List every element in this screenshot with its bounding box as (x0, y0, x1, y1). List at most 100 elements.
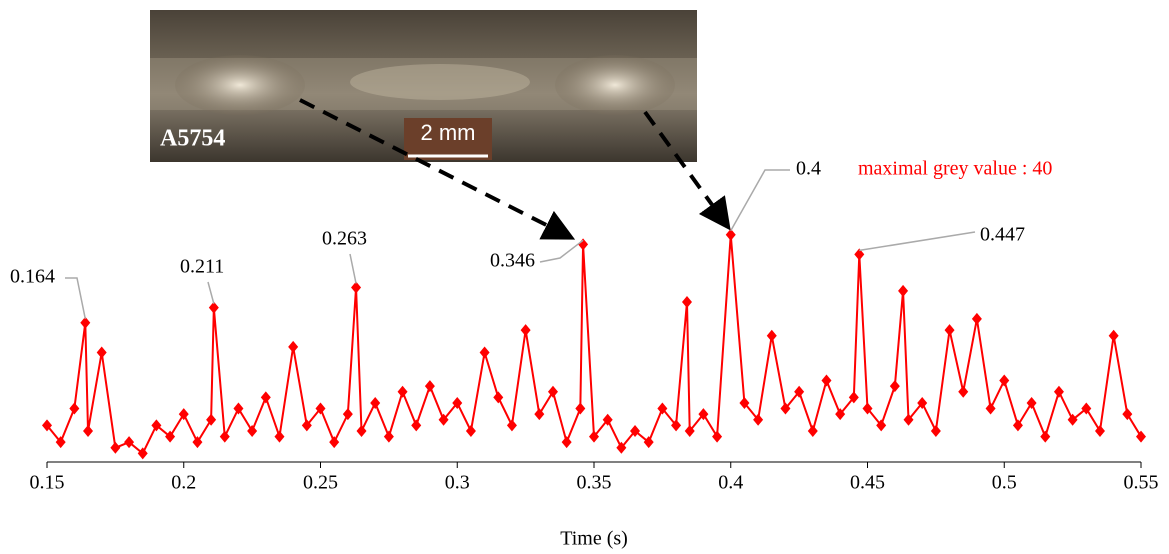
data-point (739, 396, 750, 409)
data-point (69, 402, 80, 415)
annotation: maximal grey value : 40 (858, 158, 1052, 180)
data-point (578, 238, 589, 251)
data-point (725, 228, 736, 241)
data-point (534, 408, 545, 421)
x-tick-label: 0.45 (850, 472, 885, 494)
data-point (561, 436, 572, 449)
leader-line (539, 239, 584, 263)
data-point (999, 374, 1010, 387)
data-point (137, 447, 148, 460)
data-point (329, 436, 340, 449)
leader-line (859, 231, 976, 252)
x-tick-label: 0.4 (718, 472, 743, 494)
data-point (589, 430, 599, 443)
x-tick-label: 0.35 (577, 472, 612, 494)
data-point (1067, 413, 1078, 426)
data-point (835, 408, 846, 421)
data-point (383, 430, 394, 443)
data-point (493, 391, 504, 404)
data-point (753, 413, 764, 426)
data-point (898, 284, 909, 297)
data-point (1026, 396, 1037, 409)
x-axis-label: Time (s) (560, 528, 628, 550)
data-point (1094, 424, 1105, 437)
data-point (821, 374, 832, 387)
data-point (192, 436, 203, 449)
data-point (274, 430, 285, 443)
x-tick-label: 0.55 (1124, 472, 1159, 494)
data-point (55, 436, 66, 449)
data-point (288, 340, 299, 353)
data-point (110, 441, 121, 454)
x-tick-label: 0.15 (30, 472, 65, 494)
data-point (854, 248, 865, 261)
data-point (1053, 385, 1064, 398)
data-point (958, 385, 969, 398)
data-point (780, 402, 791, 415)
data-point (424, 380, 435, 393)
data-point (96, 346, 107, 359)
data-point (370, 396, 381, 409)
data-point (671, 419, 682, 432)
data-point (889, 380, 900, 393)
data-point (930, 424, 941, 437)
scale-bar-label: 2 mm (421, 120, 476, 145)
data-point (794, 385, 805, 398)
data-point (520, 324, 531, 337)
data-point (301, 419, 312, 432)
data-point (712, 430, 723, 443)
data-point (151, 419, 162, 432)
x-tick-label: 0.5 (992, 472, 1017, 494)
data-point (985, 402, 996, 415)
data-point (643, 436, 654, 449)
data-point (247, 424, 258, 437)
data-point (124, 436, 135, 449)
data-point (684, 424, 695, 437)
arrow (643, 110, 731, 231)
data-point (862, 402, 873, 415)
data-point (42, 419, 52, 432)
data-point (208, 301, 219, 314)
data-point (681, 296, 692, 309)
data-line (46, 234, 1142, 455)
data-point (342, 408, 353, 421)
data-point (1136, 430, 1146, 443)
data-point (80, 316, 91, 329)
data-point (657, 402, 668, 415)
leader-line (65, 277, 87, 319)
peak-label: 0.211 (180, 256, 224, 278)
data-point (83, 424, 94, 437)
data-point (1108, 329, 1119, 342)
data-point (616, 441, 627, 454)
leader-line (207, 281, 215, 304)
data-point (547, 385, 558, 398)
data-point (1012, 419, 1023, 432)
weld-photo (150, 10, 697, 162)
data-point (575, 402, 586, 415)
peak-label: 0.346 (490, 250, 535, 272)
data-point (219, 430, 230, 443)
data-point (438, 413, 449, 426)
data-point (903, 413, 914, 426)
x-tick-label: 0.2 (171, 472, 196, 494)
data-point (178, 408, 189, 421)
data-point (452, 396, 463, 409)
inset-label: A5754 (160, 126, 225, 152)
x-tick-label: 0.3 (445, 472, 470, 494)
data-point (1122, 408, 1133, 421)
data-point (766, 329, 777, 342)
data-point (479, 346, 490, 359)
data-point (356, 424, 367, 437)
peak-label: 0.164 (10, 266, 55, 288)
data-point (315, 402, 326, 415)
peak-label: 0.4 (796, 158, 821, 180)
peak-label: 0.263 (322, 228, 367, 250)
data-point (260, 391, 271, 404)
data-point (848, 391, 859, 404)
data-point (698, 408, 709, 421)
data-point (807, 424, 818, 437)
data-point (876, 419, 887, 432)
data-point (165, 430, 176, 443)
leader-line (349, 253, 357, 284)
